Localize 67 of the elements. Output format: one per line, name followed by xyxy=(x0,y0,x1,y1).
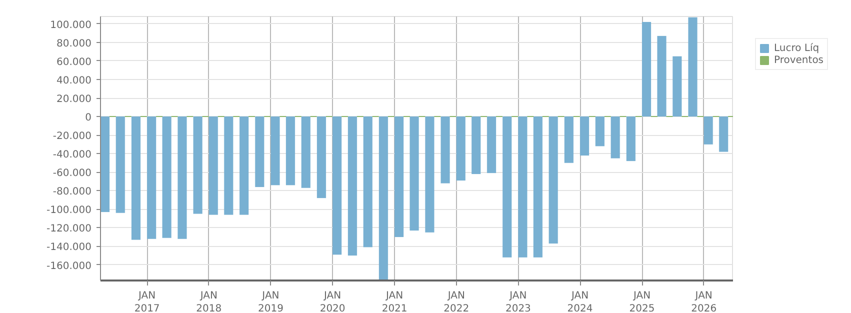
bar xyxy=(131,116,141,240)
x-tick-label: JAN 2022 xyxy=(444,290,470,313)
x-tick-label: JAN 2021 xyxy=(382,290,408,313)
bar xyxy=(704,116,713,144)
y-tick-label: -80.000 xyxy=(52,186,92,198)
bar xyxy=(240,116,249,215)
x-tick-label: JAN 2023 xyxy=(505,290,531,313)
y-tick-label: 100.000 xyxy=(50,20,92,31)
bar xyxy=(316,116,326,198)
bar xyxy=(193,116,202,214)
legend-label: Proventos xyxy=(774,54,824,66)
bar xyxy=(286,116,296,186)
bar xyxy=(548,116,558,244)
y-tick-label: -140.000 xyxy=(46,242,92,254)
bar xyxy=(440,116,450,184)
bar xyxy=(378,116,388,280)
bar xyxy=(610,116,620,158)
x-tick-label: JAN 2017 xyxy=(134,290,160,313)
bar xyxy=(178,116,187,239)
x-tick-label: JAN 2020 xyxy=(320,290,346,313)
y-tick-label: 40.000 xyxy=(56,75,92,86)
bar xyxy=(147,116,156,239)
bar xyxy=(255,116,264,187)
bar xyxy=(533,116,542,258)
bar xyxy=(116,116,125,213)
bar xyxy=(502,116,512,258)
bar xyxy=(719,116,728,152)
bar xyxy=(642,22,652,117)
bar xyxy=(688,17,698,117)
y-tick-label: 0 xyxy=(85,112,92,124)
y-tick-label: 80.000 xyxy=(56,38,92,50)
x-tick-label: JAN 2019 xyxy=(258,290,284,313)
y-tick-label: 20.000 xyxy=(56,94,92,106)
bar xyxy=(270,116,280,186)
bar xyxy=(332,116,342,255)
y-tick-label: -20.000 xyxy=(52,131,92,142)
bar xyxy=(564,116,574,163)
legend-label: Lucro Líq xyxy=(774,42,820,54)
bar xyxy=(162,116,172,238)
bar xyxy=(208,116,218,215)
y-tick-label: -60.000 xyxy=(52,168,92,180)
bar xyxy=(456,116,466,181)
bar xyxy=(224,116,234,215)
bar xyxy=(518,116,528,258)
bar xyxy=(595,116,604,146)
bar xyxy=(394,116,404,238)
bar xyxy=(626,116,636,162)
bar xyxy=(348,116,357,256)
x-tick-label: JAN 2026 xyxy=(691,290,717,313)
y-tick-label: 60.000 xyxy=(56,56,92,68)
x-tick-label: JAN 2024 xyxy=(567,290,593,313)
bar xyxy=(100,116,110,212)
y-tick-label: -40.000 xyxy=(52,150,92,161)
x-tick-label: JAN 2018 xyxy=(196,290,222,313)
bar xyxy=(672,56,682,117)
y-tick-label: -120.000 xyxy=(46,224,92,235)
bar xyxy=(301,116,310,188)
bar xyxy=(363,116,372,248)
bar xyxy=(486,116,496,174)
x-tick-label: JAN 2025 xyxy=(629,290,655,313)
bar xyxy=(425,116,434,232)
bar xyxy=(410,116,419,231)
bar xyxy=(472,116,481,174)
y-tick-label: -160.000 xyxy=(46,260,92,272)
bar xyxy=(580,116,590,156)
bar xyxy=(657,36,666,117)
y-tick-label: -100.000 xyxy=(46,205,92,216)
